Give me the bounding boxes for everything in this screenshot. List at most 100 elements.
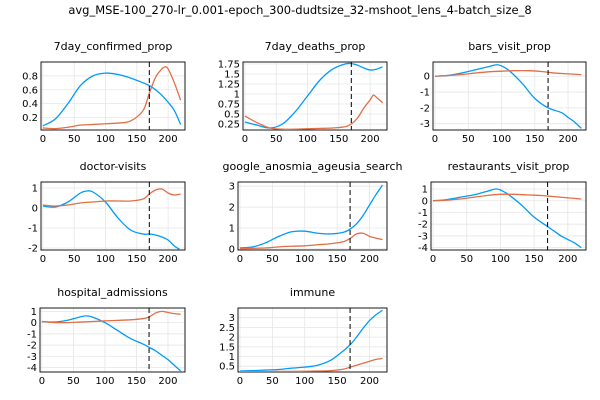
series-2-line [41,310,181,324]
x-tick-label: 50 [266,254,279,265]
y-tick-label: 1 [234,90,240,101]
x-tick-label: 200 [159,254,178,265]
y-tick-label: -2 [27,341,37,352]
figure-title: avg_MSE-100_270-lr_0.001-epoch_300-dudts… [68,3,532,17]
y-tick-label: -2 [420,103,430,114]
y-tick-label: 2 [229,203,235,214]
x-tick-label: 0 [40,134,46,145]
subplot-8: immune 0 50 100 150 200 0.511.522.53 [219,286,388,387]
y-tick-label: -4 [27,363,37,374]
series-2-line [42,188,181,207]
subplot-title: immune [290,286,335,299]
x-tick-label: 200 [558,254,577,265]
x-tick-label: 150 [127,376,146,387]
y-tick-label: 1 [32,184,38,195]
series-1-line [42,190,181,250]
plot-frame [40,181,186,251]
y-tick-label: 1 [229,224,235,235]
y-tick-label: 0.8 [22,71,38,82]
y-tick-label: -2 [418,220,428,231]
x-tick-label: 150 [525,134,544,145]
subplot-title: bars_visit_prop [468,40,551,53]
x-tick-label: 50 [460,254,473,265]
x-tick-label: 150 [328,254,347,265]
x-tick-label: 0 [39,376,45,387]
y-tick-label: 1 [229,352,235,363]
plot-frame [432,61,587,131]
y-tick-label: 0.75 [218,100,240,111]
x-tick-label: 50 [68,254,81,265]
y-tick-label: 0.5 [224,110,240,121]
y-tick-label: 0 [229,244,235,255]
y-tick-label: 0 [32,204,38,215]
series-2-line [239,357,383,372]
series-2-line [244,94,384,130]
x-tick-label: 200 [158,376,177,387]
y-tick-label: 3 [229,182,235,193]
series-1-line [41,315,182,372]
subplot-title: restaurants_visit_prop [448,160,570,173]
x-tick-label: 200 [159,134,178,145]
y-tick-label: -1 [27,329,37,340]
subplot-3: bars_visit_prop 0 50 100 150 200 -3 -2 -1 0 [420,40,587,145]
gridlines [238,308,387,372]
x-tick-label: 150 [328,376,347,387]
x-tick-label: 0 [242,134,248,145]
x-tick-label: 100 [298,134,317,145]
x-tick-label: 100 [96,134,115,145]
x-tick-label: 200 [360,376,379,387]
series-2-line [432,193,582,202]
y-tick-label: 0.6 [22,85,38,96]
subplot-title: 7day_deaths_prop [265,40,366,53]
subplot-1: 7day_confirmed_prop 0 50 100 150 200 0.2 0.4 0.6… [22,40,186,145]
x-tick-label: 200 [558,134,577,145]
plot-frame [40,61,186,131]
y-tick-label: 0 [422,196,428,207]
subplot-6: restaurants_visit_prop 0 50 100 150 200 -4-3-2… [418,160,587,265]
plot-frame [39,307,186,373]
x-tick-label: 50 [266,376,279,387]
y-tick-label: 2 [229,333,235,344]
series-1-line [432,188,582,249]
plot-frame [430,181,587,251]
y-tick-label: 1.5 [224,70,240,81]
subplot-title: hospital_admissions [57,286,168,299]
series-1-line [42,72,182,127]
gridlines [431,182,586,250]
plot-frame [242,61,388,131]
y-tick-label: 0.25 [218,120,240,131]
y-tick-label: 1.25 [218,80,240,91]
x-tick-label: 0 [237,376,243,387]
y-tick-label: 1 [31,307,37,318]
x-tick-label: 0 [430,254,436,265]
series-2-line [239,232,383,250]
x-tick-label: 50 [67,376,80,387]
subplot-title: google_anosmia_ageusia_search [223,160,403,173]
y-tick-label: 1 [422,185,428,196]
plot-frame [237,307,388,373]
gridlines [238,182,387,250]
x-tick-label: 200 [361,134,380,145]
x-tick-label: 100 [491,254,510,265]
series-2-line [42,66,182,130]
y-tick-label: 1.75 [218,60,240,71]
x-tick-label: 50 [270,134,283,145]
subplot-title: 7day_confirmed_prop [54,40,173,53]
x-tick-label: 150 [329,134,348,145]
y-tick-label: -4 [418,243,428,254]
x-tick-label: 50 [68,134,81,145]
gridlines [243,62,387,130]
x-tick-label: 50 [462,134,475,145]
x-tick-label: 100 [295,376,314,387]
y-tick-label: 0 [31,318,37,329]
y-tick-label: -3 [420,119,430,130]
series-1-line [434,64,582,129]
x-tick-label: 200 [360,254,379,265]
x-tick-label: 100 [96,254,115,265]
x-tick-label: 0 [237,254,243,265]
series-2-line [434,69,582,77]
y-tick-label: 2.5 [219,323,235,334]
gridlines [41,62,185,130]
series-1-line [239,309,383,372]
